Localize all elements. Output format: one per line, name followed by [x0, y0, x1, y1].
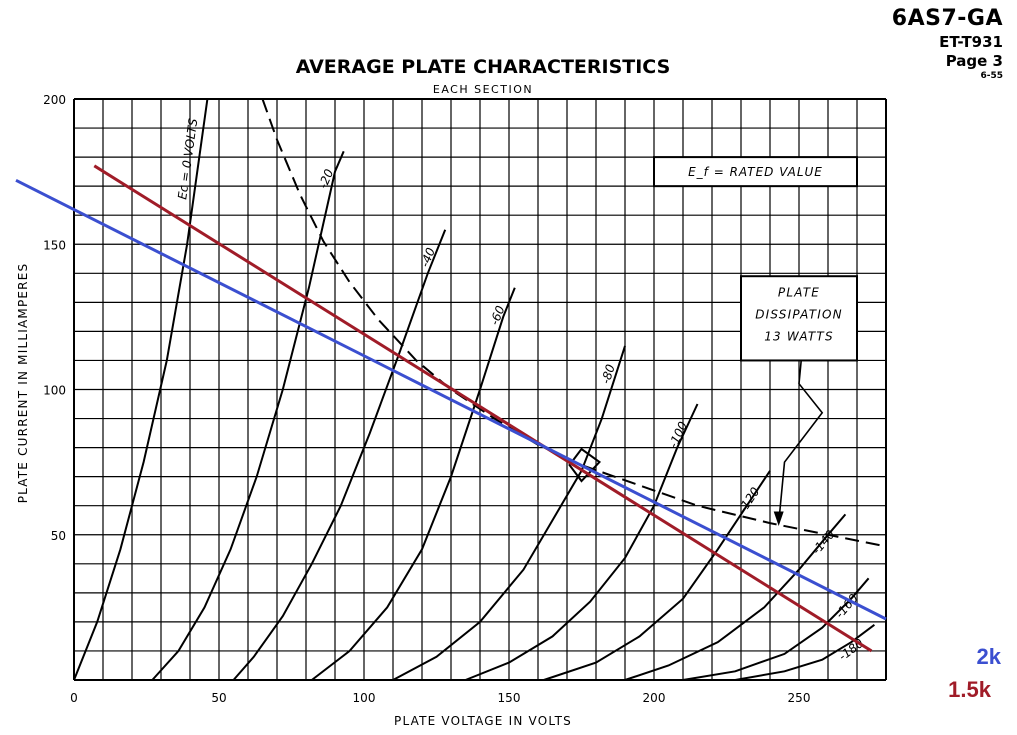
- y-tick-label: 100: [43, 384, 66, 398]
- chart-subtitle: EACH SECTION: [433, 83, 533, 96]
- x-tick-label: 200: [643, 691, 666, 705]
- x-tick-label: 50: [211, 691, 226, 705]
- load-line-2k: [15, 179, 887, 621]
- grid-voltage-label: Ec = 0 VOLTS: [175, 117, 200, 200]
- load-line-label-2k: 2k: [977, 644, 1002, 669]
- grid-voltage-curve: [392, 345, 626, 681]
- x-tick-label: 150: [498, 691, 521, 705]
- grid-voltage-label: -20: [316, 167, 337, 191]
- x-tick-label: 0: [70, 691, 78, 705]
- load-line-1.5k: [93, 164, 873, 653]
- grid-voltage-curve: [465, 403, 699, 681]
- operating-point-marker: [568, 447, 602, 483]
- ef-box: [653, 156, 858, 188]
- dissipation-pointer-arrow: [777, 322, 824, 524]
- grid-voltage-curve: [682, 577, 870, 681]
- y-axis-label: PLATE CURRENT IN MILLIAMPERES: [16, 263, 30, 504]
- annotation-boxes: E_f = RATED VALUE PLATE DISSIPATION 13 WATT…: [653, 156, 858, 362]
- grid-voltage-curve: [311, 287, 516, 681]
- grid-voltage-curve: [151, 150, 345, 681]
- x-tick-label: 100: [353, 691, 376, 705]
- dissipation-box-text: PLATE: [778, 286, 820, 300]
- grid-voltage-label: -40: [418, 245, 438, 269]
- grid-voltage-curve: [232, 229, 447, 681]
- grid: [73, 98, 887, 681]
- grid-voltage-label: -100: [666, 419, 690, 450]
- y-tick-label: 200: [43, 93, 66, 107]
- grid-voltage-label: -80: [599, 362, 618, 385]
- load-lines: 1.5k 2k: [15, 164, 1002, 702]
- tube-type-heading: 6AS7-GA: [891, 6, 1003, 31]
- bulletin-date: 6-55: [980, 71, 1003, 81]
- grid-voltage-curve: [735, 624, 875, 681]
- bulletin-number: ET-T931: [939, 33, 1003, 51]
- grid-voltage-curve: [73, 98, 209, 681]
- plate-curves: Ec = 0 VOLTS -20-40-60-80-100-120-140-160…: [73, 98, 875, 681]
- axis-ticks: 0 50 100 150 200 250 50 100 150 200: [43, 93, 810, 705]
- chart-title: AVERAGE PLATE CHARACTERISTICS: [296, 56, 671, 78]
- ef-box-text: E_f = RATED VALUE: [688, 165, 823, 179]
- load-line-label-1.5k: 1.5k: [948, 677, 992, 702]
- arrow-head-icon: [773, 511, 784, 527]
- dissipation-layer: [261, 98, 887, 548]
- x-tick-label: 250: [788, 691, 811, 705]
- grid-voltage-curve: [624, 513, 847, 681]
- y-tick-label: 50: [51, 529, 66, 543]
- grid-voltage-curve: [543, 470, 771, 681]
- grid-voltage-label: -60: [487, 303, 507, 327]
- dissipation-box: [740, 275, 858, 362]
- dissipation-box-text: 13 WATTS: [764, 330, 834, 344]
- dissipation-curve: [261, 98, 887, 548]
- x-axis-label: PLATE VOLTAGE IN VOLTS: [394, 714, 572, 728]
- y-tick-label: 150: [43, 238, 66, 252]
- dissipation-box-text: DISSIPATION: [755, 308, 843, 322]
- page-number: Page 3: [945, 52, 1003, 70]
